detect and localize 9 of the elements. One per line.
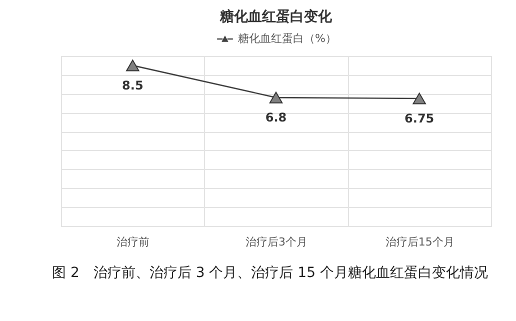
caption: 图 2 治疗前、治疗后 3 个月、治疗后 15 个月糖化血红蛋白变化情况 (51, 265, 489, 282)
data-label: 8.5 (122, 78, 144, 92)
x-tick-label: 治疗后3个月 (246, 236, 308, 248)
legend-label: 糖化血红蛋白（%） (238, 32, 336, 45)
data-label: 6.8 (265, 110, 287, 125)
x-tick-label: 治疗前 (116, 236, 150, 248)
data-label: 6.75 (404, 112, 434, 126)
x-tick-label: 治疗后15个月 (385, 236, 454, 248)
chart-title: 糖化血红蛋白变化 (219, 8, 333, 25)
